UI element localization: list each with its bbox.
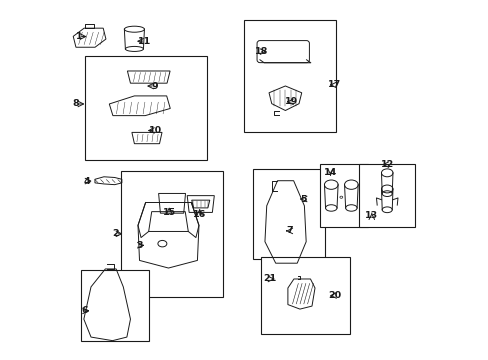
Bar xyxy=(85,56,206,160)
Text: 12: 12 xyxy=(380,160,393,169)
Bar xyxy=(81,270,149,341)
Text: 6: 6 xyxy=(81,306,88,315)
Text: 21: 21 xyxy=(263,274,276,283)
Text: 3: 3 xyxy=(136,241,143,250)
Text: 9: 9 xyxy=(151,82,158,91)
Text: 17: 17 xyxy=(327,81,340,90)
Bar xyxy=(260,257,349,334)
Text: 11: 11 xyxy=(138,37,151,46)
Bar xyxy=(244,21,335,132)
Text: 8: 8 xyxy=(72,99,79,108)
Bar xyxy=(319,164,367,226)
Text: 7: 7 xyxy=(286,226,292,235)
Text: 16: 16 xyxy=(193,210,206,219)
Bar xyxy=(121,171,223,297)
Text: 19: 19 xyxy=(284,97,297,106)
Text: 1: 1 xyxy=(75,32,82,41)
Text: 13: 13 xyxy=(365,211,378,220)
Text: 14: 14 xyxy=(323,168,337,177)
Bar xyxy=(359,164,414,226)
Bar xyxy=(253,169,325,259)
Text: 4: 4 xyxy=(83,176,90,185)
Text: 5: 5 xyxy=(300,194,306,203)
Text: 20: 20 xyxy=(327,291,341,300)
Text: 2: 2 xyxy=(112,229,119,238)
Text: 18: 18 xyxy=(255,47,268,56)
Text: 15: 15 xyxy=(163,208,175,217)
Text: 10: 10 xyxy=(149,126,162,135)
